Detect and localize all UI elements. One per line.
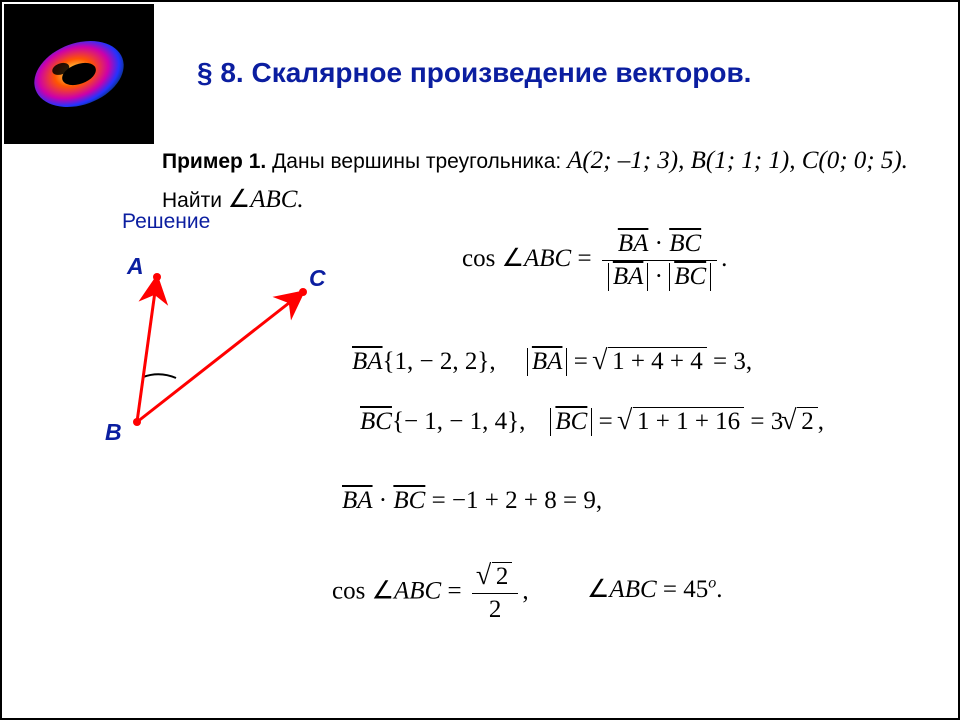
point-c-dot (299, 288, 307, 296)
eq-cos-formula: cos ∠ABC = BA · BC BA · BC . (462, 230, 727, 291)
problem-points: A(2; –1; 3), B(1; 1; 1), C(0; 0; 5). (567, 147, 908, 174)
logo-box (4, 4, 154, 144)
example-label: Пример 1. (162, 150, 266, 173)
problem-statement: Пример 1. Даны вершины треугольника: A(2… (162, 142, 918, 220)
problem-target: ∠ABC. (228, 186, 304, 213)
point-a-label: A (126, 253, 144, 279)
angle-diagram: A C B (87, 242, 347, 462)
point-b-label: B (105, 419, 122, 445)
angle-arc-icon (143, 374, 176, 378)
vector-ba (137, 277, 157, 422)
solution-label: Решение (122, 210, 210, 234)
torus-logo-icon (24, 19, 134, 129)
point-a-dot (153, 273, 161, 281)
section-title: § 8. Скалярное произведение векторов. (197, 57, 751, 89)
slide: § 8. Скалярное произведение векторов. Пр… (0, 0, 960, 720)
vector-bc (137, 292, 303, 422)
point-c-label: C (309, 265, 326, 291)
eq-bc-line: BC{− 1, − 1, 4}, BC = 1 + 1 + 16 = 32, (360, 407, 824, 436)
eq-dot-product: BA · BC = −1 + 2 + 8 = 9, (342, 487, 602, 515)
eq-final-answer: ∠ABC = 45o. (587, 574, 723, 604)
eq-ba-line: BA{1, − 2, 2}, BA = 1 + 4 + 4 = 3, (352, 347, 752, 376)
problem-find: Найти (162, 189, 228, 212)
problem-text-before: Даны вершины треугольника: (266, 150, 567, 173)
eq-cos-value: cos ∠ABC = 2 2 , (332, 562, 529, 624)
point-b-dot (133, 418, 141, 426)
